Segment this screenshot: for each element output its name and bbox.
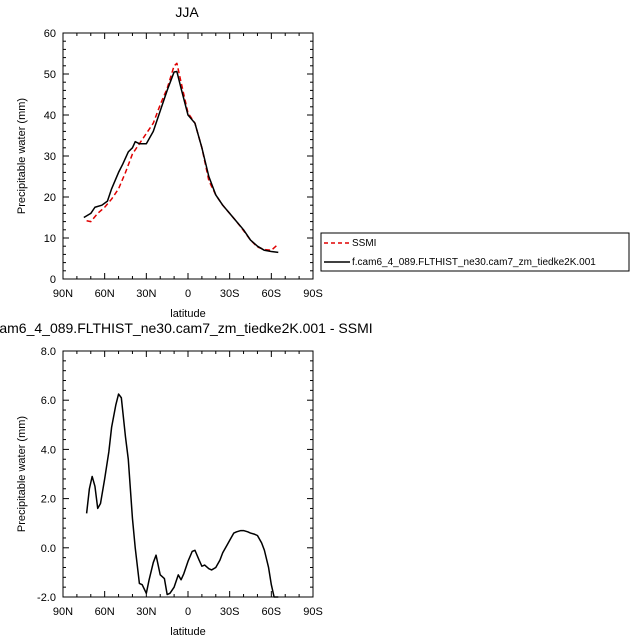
y-tick-label: 0 bbox=[50, 274, 56, 286]
legend-box bbox=[320, 232, 630, 272]
top-x-axis: 90N 60N 30N 0 30S 60S 90S bbox=[53, 33, 323, 300]
y-tick-label: 2.0 bbox=[41, 494, 56, 506]
x-tick-label: 30N bbox=[136, 606, 156, 618]
bottom-series-group bbox=[85, 393, 279, 598]
legend: SSMI f.cam6_4_089.FLTHIST_ne30.cam7_zm_t… bbox=[320, 232, 630, 272]
x-tick-label: 90S bbox=[303, 606, 323, 618]
x-tick-label: 60N bbox=[95, 606, 115, 618]
series-line-f bbox=[83, 70, 279, 254]
y-tick-label: 0.0 bbox=[41, 543, 56, 555]
x-tick-label: 30S bbox=[220, 288, 240, 300]
top-x-axis-label: latitude bbox=[170, 308, 205, 320]
top-panel: JJA 0 10 20 30 40 50 60 90N 60N 30N 0 30S 60S 90S Pr… bbox=[16, 4, 323, 320]
x-tick-label: 60S bbox=[262, 288, 282, 300]
y-tick-label: 4.0 bbox=[41, 444, 56, 456]
legend-label-ssmi: SSMI bbox=[352, 238, 376, 249]
bottom-y-axis-label: Precipitable water (mm) bbox=[16, 416, 28, 532]
x-tick-label: 90S bbox=[303, 288, 323, 300]
x-tick-label: 90N bbox=[53, 606, 73, 618]
y-tick-label: 6.0 bbox=[41, 395, 56, 407]
bottom-x-axis-label: latitude bbox=[170, 626, 205, 638]
y-tick-label: -2.0 bbox=[37, 592, 56, 604]
top-chart-title: JJA bbox=[175, 4, 199, 20]
x-tick-label: 60S bbox=[262, 606, 282, 618]
x-tick-label: 30S bbox=[220, 606, 240, 618]
y-tick-label: 50 bbox=[44, 69, 56, 81]
top-y-axis-label: Precipitable water (mm) bbox=[16, 98, 28, 214]
y-tick-label: 40 bbox=[44, 110, 56, 122]
top-plot-frame bbox=[62, 32, 314, 280]
y-tick-label: 30 bbox=[44, 151, 56, 163]
y-tick-label: 10 bbox=[44, 233, 56, 245]
top-series-group bbox=[83, 62, 279, 254]
bottom-x-axis: 90N 60N 30N 0 30S 60S 90S bbox=[53, 351, 323, 618]
bottom-chart-title: am6_4_089.FLTHIST_ne30.cam7_zm_tiedke2K.… bbox=[0, 320, 373, 336]
series-line-difference bbox=[85, 393, 279, 598]
y-tick-label: 60 bbox=[44, 28, 56, 40]
x-tick-label: 0 bbox=[185, 606, 191, 618]
x-tick-label: 60N bbox=[95, 288, 115, 300]
x-tick-label: 90N bbox=[53, 288, 73, 300]
top-y-axis: 0 10 20 30 40 50 60 bbox=[44, 28, 313, 286]
y-tick-label: 8.0 bbox=[41, 346, 56, 358]
x-tick-label: 0 bbox=[185, 288, 191, 300]
bottom-panel: am6_4_089.FLTHIST_ne30.cam7_zm_tiedke2K.… bbox=[0, 320, 373, 638]
bottom-y-axis: -2.0 0.0 2.0 4.0 6.0 8.0 bbox=[37, 346, 313, 604]
x-tick-label: 30N bbox=[136, 288, 156, 300]
y-tick-label: 20 bbox=[44, 192, 56, 204]
legend-label-model: f.cam6_4_089.FLTHIST_ne30.cam7_zm_tiedke… bbox=[352, 257, 596, 268]
